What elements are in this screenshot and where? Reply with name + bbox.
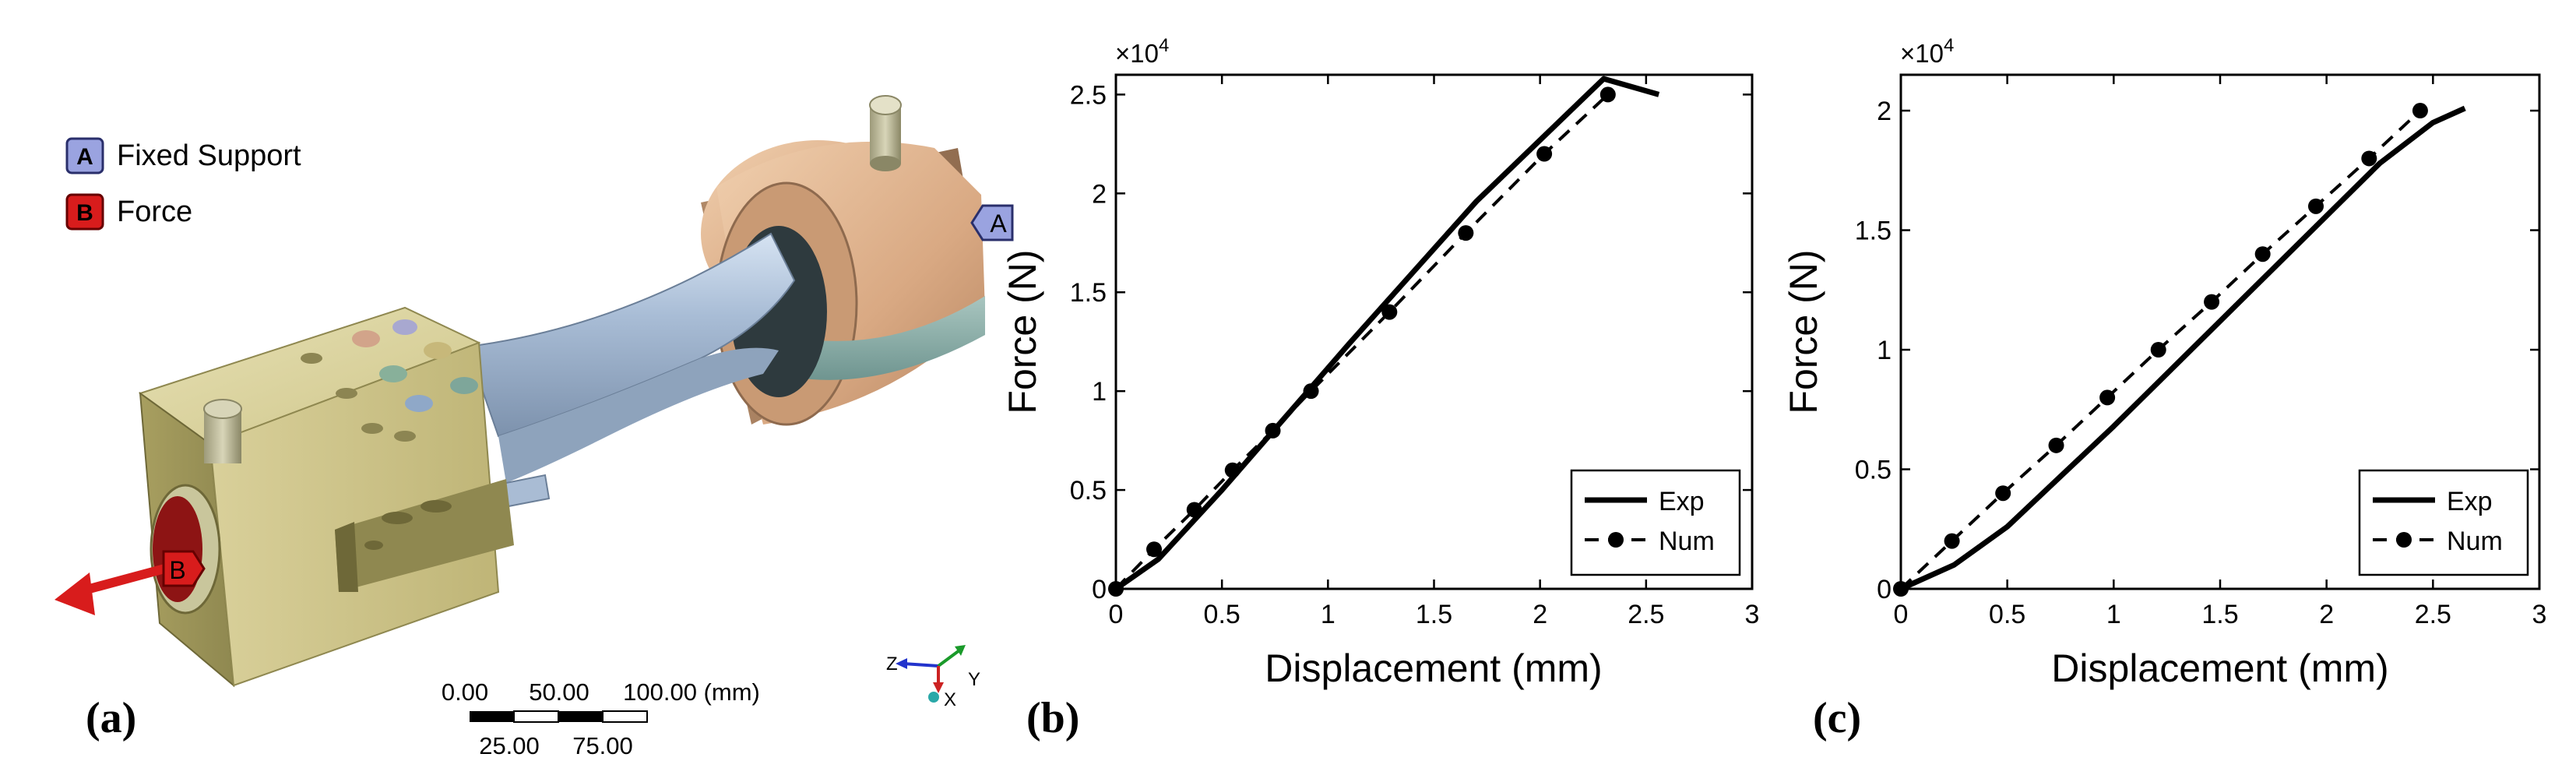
axis-triad: Z X Y — [886, 645, 980, 710]
chart-b: 0 0.5 1 1.5 2 2.5 3 0 0.5 1 1.5 2 2.5 ×104 Force (N… — [1001, 35, 1759, 742]
legend-force-label: Force — [117, 196, 192, 228]
callout-a: A — [970, 204, 1014, 241]
chart-c-series-num-point — [2048, 437, 2064, 453]
yellow-grip-block — [138, 306, 514, 688]
chart-b-xtick-label: 2.5 — [1628, 600, 1664, 629]
chart-b-ytick-label: 2 — [1092, 179, 1107, 209]
chart-c-ytick-label: 2 — [1877, 97, 1892, 126]
chart-b-series-num-point — [1265, 422, 1281, 439]
chart-c-ytick-label: 1.5 — [1855, 217, 1892, 246]
chart-c-ytick-label: 1 — [1877, 336, 1892, 365]
legend-b-key: B — [76, 200, 93, 226]
model-legend: A Fixed Support B Force — [65, 137, 301, 231]
chart-b-series-exp-line — [1114, 76, 1660, 591]
chart-c-series-num-point — [2254, 246, 2271, 262]
chart-b-ytick-label: 1 — [1092, 377, 1107, 407]
scale-top-label-2: 100.00 (mm) — [623, 678, 760, 706]
force-arrow — [55, 560, 181, 615]
chart-c-xtick-label: 0.5 — [1989, 600, 2025, 629]
chart-b-exponent-base: ×10 — [1115, 39, 1159, 68]
chart-c-legend: Exp Num — [2358, 469, 2529, 576]
chart-c-series-num-point — [2308, 198, 2324, 214]
chart-b-series-num-point — [1224, 462, 1240, 478]
chart-b-series-num-point — [1146, 541, 1163, 558]
chart-b-ylabel: Force (N) — [1001, 249, 1044, 414]
panel-c-label: (c) — [1813, 694, 1861, 742]
chart-c-exponent: ×104 — [1900, 35, 1954, 68]
legend-a-key: A — [76, 144, 93, 170]
scale-bottom-label-0: 25.00 — [479, 732, 540, 759]
chart-b-legend-num: Num — [1659, 527, 1715, 556]
scale-top-label-1: 50.00 — [529, 678, 589, 706]
chart-b-exponent: ×104 — [1115, 35, 1169, 68]
chart-b-series-num-point — [1536, 146, 1553, 162]
scale-bar: 0.00 50.00 100.00 (mm) 25.00 75.00 — [442, 678, 760, 759]
chart-c-ylabel: Force (N) — [1782, 249, 1825, 414]
chart-c-xtick-label: 3 — [2532, 600, 2547, 629]
callout-b-label: B — [169, 556, 185, 584]
chart-b-legend-num-marker — [1608, 532, 1624, 548]
chart-b-series-num-point — [1186, 502, 1202, 518]
chart-c-ytick-label: 0.5 — [1855, 456, 1892, 485]
chart-b-xtick-label: 1 — [1321, 600, 1336, 629]
scale-top-label-0: 0.00 — [442, 678, 488, 706]
chart-c-series-num-point — [2361, 150, 2377, 167]
chart-b-series-num-point — [1599, 86, 1616, 103]
chart-c-legend-num-marker — [2396, 532, 2412, 548]
chart-c-legend-exp: Exp — [2447, 487, 2493, 516]
chart-b-xtick-label: 2 — [1533, 600, 1547, 629]
triad-y-label: Y — [968, 669, 980, 690]
chart-c-exponent-power: 4 — [1944, 35, 1954, 56]
panel-b-label: (b) — [1026, 694, 1079, 742]
callout-a-label: A — [990, 210, 1007, 238]
chart-c-legend-num: Num — [2447, 527, 2503, 556]
legend-a-swatch — [65, 137, 104, 174]
chart-c-series-num-point — [2099, 389, 2116, 406]
chart-c-xtick-label: 2 — [2319, 600, 2334, 629]
chart-b-legend: Exp Num — [1570, 469, 1741, 576]
panel-a-model: A Fixed Support B Force — [55, 95, 1014, 759]
chart-b-ytick-label: 2.5 — [1070, 80, 1107, 110]
panel-a-label: (a) — [86, 694, 136, 742]
chart-c-ytick-label: 0 — [1877, 575, 1892, 604]
chart-c-xtick-label: 1.5 — [2201, 600, 2238, 629]
chart-c-series-num-point — [1995, 485, 2011, 502]
chart-b-series-num-point — [1303, 383, 1319, 400]
triad-z-label: Z — [886, 653, 898, 675]
legend-fixed-support-label: Fixed Support — [117, 139, 301, 172]
chart-b-legend-exp: Exp — [1659, 487, 1705, 516]
chart-b-xtick-label: 0 — [1109, 600, 1124, 629]
chart-b-ytick-label: 0 — [1092, 575, 1107, 604]
triad-x-label: X — [944, 689, 956, 710]
chart-c-series-num-point — [2150, 342, 2166, 358]
chart-b-xtick-label: 1.5 — [1416, 600, 1452, 629]
chart-b-xtick-label: 3 — [1745, 600, 1760, 629]
chart-c: 0 0.5 1 1.5 2 2.5 3 0 0.5 1 1.5 2 ×104 Force (N) D… — [1782, 35, 2546, 742]
chart-c-xlabel: Displacement (mm) — [2051, 646, 2388, 690]
chart-b-series-num-point — [1458, 225, 1474, 241]
chart-b-xlabel: Displacement (mm) — [1265, 646, 1602, 690]
chart-b-ytick-label: 0.5 — [1070, 476, 1107, 506]
chart-b-series-num-line — [1114, 93, 1610, 590]
legend-b-swatch — [65, 193, 104, 231]
chart-c-series-exp-line — [1899, 105, 2466, 592]
chart-b-xtick-label: 0.5 — [1204, 600, 1240, 629]
chart-c-exponent-base: ×10 — [1900, 39, 1944, 68]
chart-b-exponent-power: 4 — [1159, 35, 1169, 56]
chart-c-xtick-label: 1 — [2106, 600, 2121, 629]
chart-c-series-num-point — [1944, 533, 1960, 549]
scale-bottom-label-1: 75.00 — [572, 732, 633, 759]
chart-c-xtick-label: 0 — [1894, 600, 1909, 629]
chart-c-xtick-label: 2.5 — [2415, 600, 2451, 629]
chart-c-series-num-point — [2204, 294, 2220, 310]
chart-b-ytick-label: 1.5 — [1070, 278, 1107, 308]
chart-b-series-num-point — [1381, 304, 1398, 320]
callout-b: B — [162, 550, 206, 587]
chart-c-series-num-point — [2412, 103, 2428, 119]
